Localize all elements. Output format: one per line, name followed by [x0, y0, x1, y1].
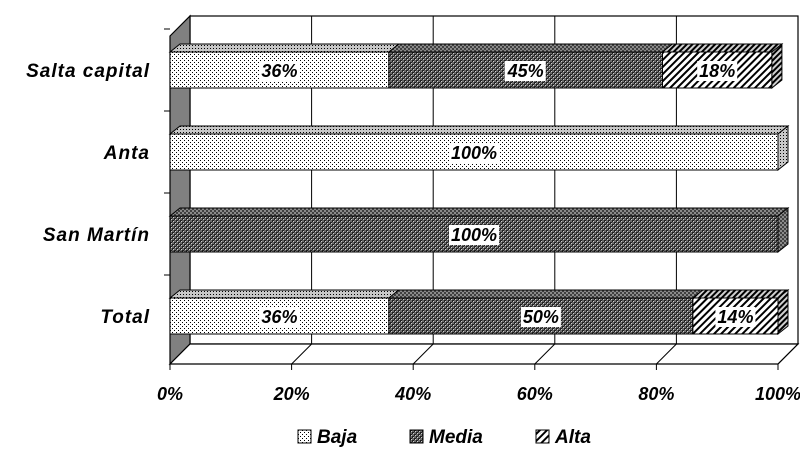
data-label: 100%: [451, 143, 497, 163]
x-tick-label: 0%: [157, 384, 183, 404]
data-label: 14%: [717, 307, 753, 327]
bar-side-face: [777, 288, 789, 336]
data-label-bg: [448, 143, 500, 163]
data-label-bg: [520, 307, 561, 327]
legend-swatch-alta: [535, 429, 550, 444]
gridline-floor: [412, 343, 434, 365]
bar-top-face: [691, 289, 790, 299]
gridline-floor: [777, 343, 799, 365]
data-label-bg: [697, 61, 738, 81]
bar-top-face: [168, 289, 401, 299]
bar-top-face: [168, 207, 790, 217]
bar-side-face: [771, 42, 783, 90]
bar-side-face: [777, 124, 789, 172]
gridline-floor: [534, 343, 556, 365]
data-label-bg: [448, 225, 500, 245]
data-label: 36%: [261, 61, 297, 81]
data-label: 45%: [507, 61, 544, 81]
axes: Salta capital Anta San Martín Total 0% 20% 40%…: [26, 28, 800, 404]
bar-top-face: [168, 43, 401, 53]
x-tick-label: 60%: [517, 384, 553, 404]
x-tick-label: 40%: [394, 384, 431, 404]
floor: [168, 343, 800, 365]
legend-label-alta: Alta: [554, 427, 591, 448]
category-label: Salta capital: [26, 61, 150, 82]
bar-top-face: [661, 43, 784, 53]
gridline-floor: [656, 343, 677, 365]
legend-swatch-baja: [297, 429, 312, 444]
data-labels: 36% 45% 18% 100% 100% 36% 50% 14%: [259, 61, 756, 327]
data-label: 50%: [523, 307, 559, 327]
category-label: Total: [100, 307, 150, 328]
data-label-bg: [259, 307, 300, 327]
data-label-bg: [259, 61, 300, 81]
legend-label-baja: Baja: [317, 427, 358, 448]
x-tick-label: 100%: [755, 384, 800, 404]
data-label: 36%: [261, 307, 297, 327]
data-label: 18%: [699, 61, 735, 81]
bar-side-face: [777, 206, 789, 254]
legend-label-media: Media: [429, 427, 483, 448]
category-label: Anta: [103, 143, 150, 164]
bar-top-face: [168, 125, 790, 135]
data-label: 100%: [451, 225, 497, 245]
x-tick-label: 20%: [273, 384, 310, 404]
gridline-floor: [291, 343, 312, 365]
bar-top-face: [387, 43, 674, 53]
data-label-bg: [504, 61, 546, 81]
bar-top-face: [387, 289, 705, 299]
legend-swatch-media: [409, 429, 424, 444]
data-label-bg: [715, 307, 756, 327]
x-tick-label: 80%: [638, 384, 674, 404]
legend: Baja Media Alta: [297, 427, 591, 448]
category-label: San Martín: [43, 225, 150, 246]
